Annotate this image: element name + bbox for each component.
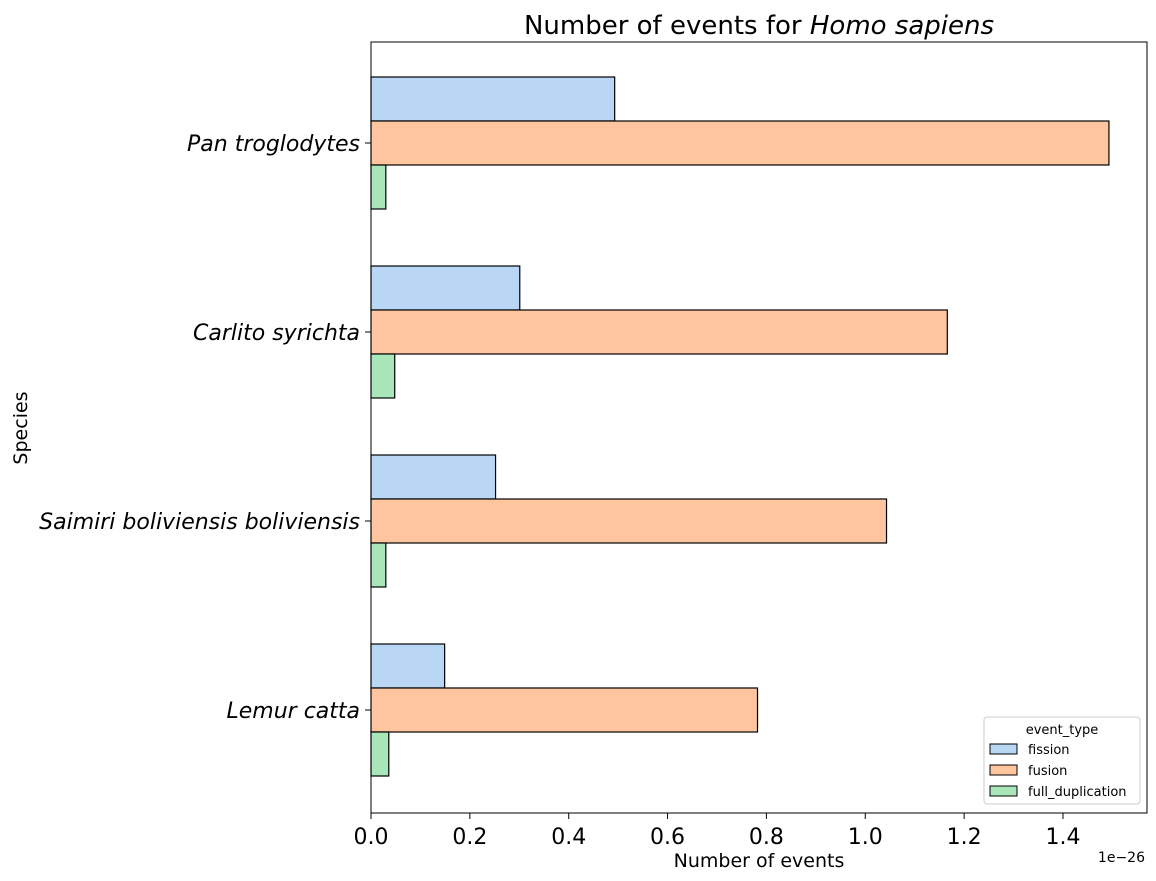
legend-title: event_type [1026,723,1099,738]
bar-fusion-3 [370,498,888,544]
y-category-label: Carlito syrichta [193,321,360,346]
chart-title-species: Homo sapiens [810,11,994,41]
chart-title-prefix: Number of events for [524,11,810,41]
x-tick-label: 0.8 [749,825,784,850]
bars-group [370,76,1110,777]
x-tick-label: 0.2 [452,825,487,850]
legend-label-fission: fission [1028,743,1070,758]
x-ticks-group: 0.0 0.2 0.4 0.6 0.8 1.0 1.2 1.4 [354,813,1080,850]
x-tick-label: 0.4 [551,825,586,850]
bar-full-duplication-4 [370,731,390,777]
legend-label-fusion: fusion [1028,764,1067,779]
bar-fission-2 [370,265,521,311]
x-tick-label: 1.2 [947,825,982,850]
legend-label-full-duplication: full_duplication [1028,785,1127,800]
bar-fission-3 [370,454,497,500]
legend-items: fission fusion full_duplication [989,743,1127,800]
x-tick-label: 1.4 [1045,825,1080,850]
bar-fission-1 [370,76,616,122]
bar-fusion-1 [370,120,1110,166]
legend-swatch-fusion [989,764,1018,776]
x-tick-label: 0.6 [650,825,685,850]
x-tick-label: 0.0 [354,825,389,850]
bar-full-duplication-1 [370,164,387,210]
chart-title: Number of events for Homo sapiens [524,11,994,41]
legend-swatch-full-duplication [989,785,1018,797]
x-tick-label: 1.0 [848,825,883,850]
legend-swatch-fission [989,743,1018,755]
y-axis-label: Species [10,391,32,464]
y-category-labels-group: Pan troglodytes Carlito syrichta Saimiri b… [39,132,371,724]
plot-frame [370,41,1148,814]
bar-full-duplication-2 [370,353,396,399]
bar-fusion-4 [370,687,759,733]
y-category-label: Pan troglodytes [187,132,360,157]
legend: event_type fission fusion full_duplication [983,716,1141,805]
x-axis-label: Number of events [674,850,845,872]
x-axis-offset-label: 1e−26 [1098,850,1145,866]
y-category-label: Saimiri boliviensis boliviensis [39,510,360,535]
bar-fusion-2 [370,309,948,355]
y-category-label: Lemur catta [226,699,360,724]
legend-box [983,716,1141,805]
bar-full-duplication-3 [370,542,387,588]
bar-fission-4 [370,643,446,689]
